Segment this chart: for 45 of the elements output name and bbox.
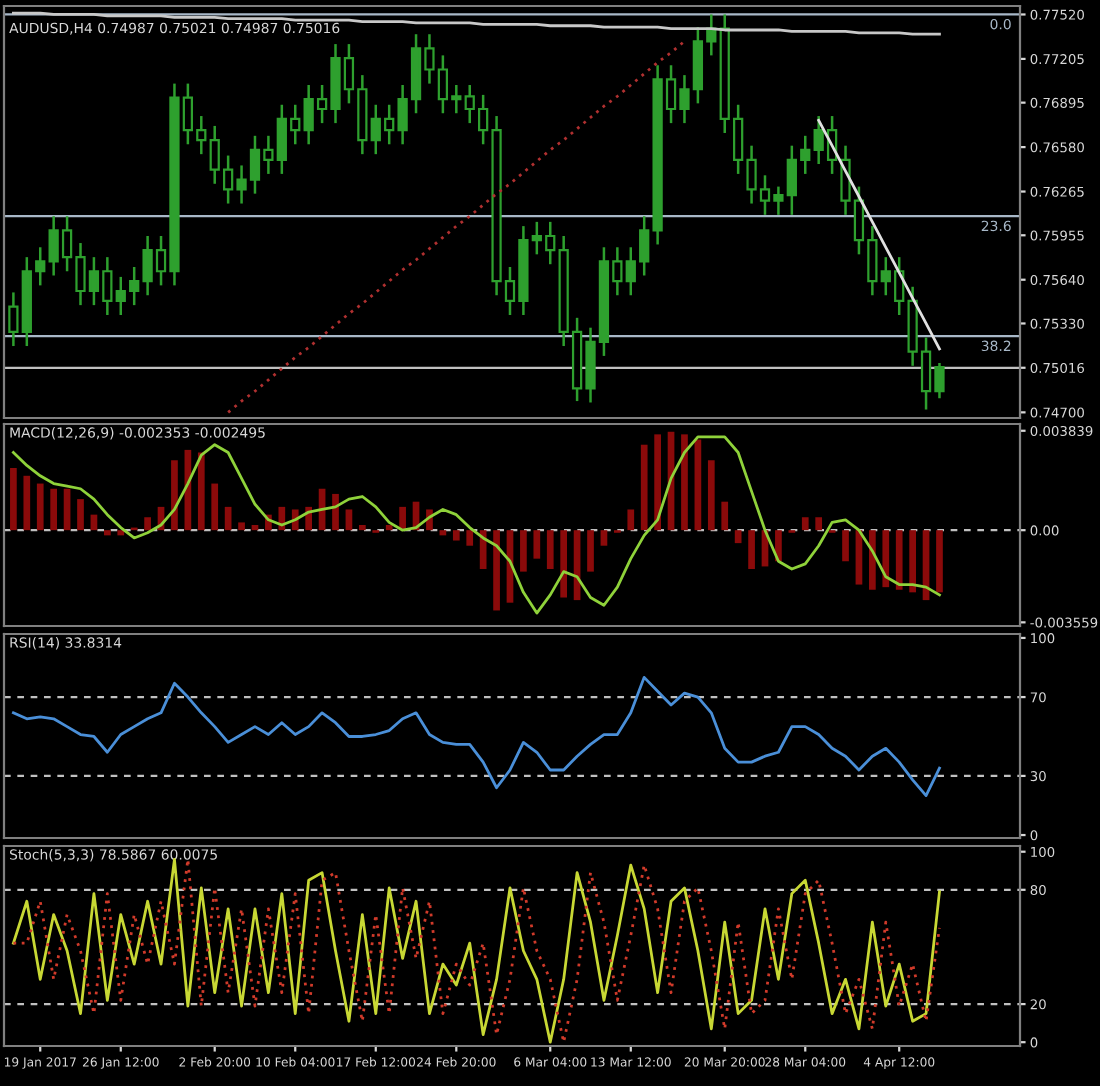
bar bbox=[869, 530, 876, 590]
bar bbox=[882, 530, 890, 588]
bar bbox=[332, 493, 339, 531]
bar bbox=[10, 468, 17, 531]
bar bbox=[103, 530, 111, 536]
bar bbox=[359, 525, 366, 531]
bar bbox=[23, 475, 31, 531]
line-series bbox=[226, 39, 686, 414]
bar bbox=[640, 444, 648, 531]
bar bbox=[801, 517, 809, 531]
bar bbox=[345, 509, 353, 531]
line-series bbox=[12, 675, 941, 798]
bar bbox=[144, 517, 151, 531]
bar bbox=[466, 530, 474, 546]
bar bbox=[77, 499, 84, 531]
bar bbox=[815, 517, 823, 531]
bar bbox=[895, 530, 903, 590]
bar bbox=[50, 488, 58, 531]
bar bbox=[385, 525, 393, 531]
bar bbox=[627, 509, 635, 531]
bar bbox=[936, 530, 943, 593]
bar bbox=[36, 483, 44, 531]
bar bbox=[197, 452, 205, 531]
bar bbox=[238, 522, 245, 531]
bar bbox=[748, 530, 755, 570]
bar bbox=[734, 530, 742, 544]
bar bbox=[546, 530, 554, 570]
bar bbox=[171, 460, 178, 531]
bar bbox=[600, 530, 608, 546]
bar bbox=[211, 483, 219, 531]
bar bbox=[654, 434, 661, 531]
bar bbox=[587, 530, 594, 572]
bar bbox=[909, 530, 916, 593]
bar bbox=[842, 530, 849, 562]
bar bbox=[452, 530, 460, 541]
line-series bbox=[817, 118, 941, 351]
bar bbox=[681, 434, 688, 531]
bar bbox=[721, 501, 729, 531]
bar bbox=[560, 530, 568, 598]
bar bbox=[117, 530, 125, 536]
bar bbox=[493, 530, 500, 611]
bar bbox=[707, 460, 715, 531]
bar bbox=[533, 530, 541, 559]
bar bbox=[520, 530, 527, 572]
bar bbox=[399, 506, 406, 531]
